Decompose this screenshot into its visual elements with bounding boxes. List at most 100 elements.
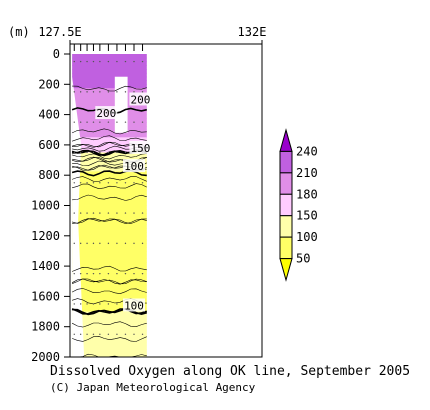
sample-point xyxy=(116,91,118,93)
sample-point xyxy=(124,242,127,245)
station-ticks xyxy=(73,44,144,335)
sample-point xyxy=(79,151,82,154)
legend-swatch xyxy=(279,150,293,174)
sample-point xyxy=(116,121,118,123)
section-band xyxy=(72,307,147,313)
section-band xyxy=(72,334,147,339)
sample-point xyxy=(86,242,88,245)
contour-line xyxy=(72,194,147,201)
section-band xyxy=(72,292,147,297)
sample-point xyxy=(79,91,82,93)
y-tick-label: 200 xyxy=(38,77,60,91)
sample-point xyxy=(86,182,88,184)
section-band xyxy=(72,201,147,206)
sample-point xyxy=(99,151,101,154)
contour-label-bg xyxy=(123,159,145,173)
section-band xyxy=(72,95,147,100)
section-band xyxy=(72,247,147,252)
y-tick-label: 1000 xyxy=(31,199,60,213)
sample-point xyxy=(133,272,135,275)
sample-point xyxy=(124,212,127,214)
sample-point xyxy=(73,333,75,335)
legend-swatch xyxy=(279,172,293,195)
sample-point xyxy=(86,212,88,214)
sample-point xyxy=(73,212,75,214)
legend-swatch xyxy=(279,236,293,260)
sample-point xyxy=(92,151,95,154)
section-band xyxy=(72,266,147,271)
sample-point xyxy=(124,60,127,63)
section-band xyxy=(72,254,147,260)
section-band xyxy=(72,80,147,85)
y-tick-label: 600 xyxy=(38,138,60,152)
y-axis: 0 200 400 600 800 1000 1200 1400 1600 1800 2000 xyxy=(31,40,263,364)
section-band xyxy=(72,65,147,70)
y-tick-label: 800 xyxy=(38,168,60,182)
section-band xyxy=(72,156,147,161)
sample-point xyxy=(133,333,135,335)
section-band xyxy=(72,163,147,169)
sample-point xyxy=(92,333,95,335)
section-band xyxy=(72,330,147,335)
contour-label: 200 xyxy=(130,93,150,106)
contour-line xyxy=(71,335,147,342)
sample-point xyxy=(92,212,95,214)
contour-label: 150 xyxy=(130,142,150,155)
sample-point xyxy=(79,333,82,335)
sample-point xyxy=(107,151,110,154)
sample-point xyxy=(107,91,110,93)
section-band xyxy=(72,84,147,89)
contour-line xyxy=(71,288,147,295)
contour-line xyxy=(71,278,147,285)
sample-point xyxy=(86,91,88,93)
sample-point xyxy=(99,303,101,305)
x-axis-left-label: 127.5E xyxy=(38,25,81,39)
sample-point xyxy=(99,60,101,63)
sample-point xyxy=(107,182,110,184)
contour-line xyxy=(72,153,147,160)
sample-point xyxy=(116,182,118,184)
section-band xyxy=(72,122,147,127)
y-tick-label: 1600 xyxy=(31,289,60,303)
sample-point xyxy=(86,272,88,275)
legend-swatch xyxy=(279,215,293,238)
sample-point xyxy=(73,60,75,63)
sample-point xyxy=(107,212,110,214)
sample-point xyxy=(141,121,144,123)
contour-line xyxy=(72,218,147,224)
contour-line xyxy=(72,217,147,224)
sample-point xyxy=(86,333,88,335)
sample-point xyxy=(107,60,110,63)
section-band xyxy=(72,281,147,286)
sample-point xyxy=(116,303,118,305)
sample-point xyxy=(133,242,135,245)
sample-point xyxy=(79,60,82,63)
sample-point xyxy=(116,242,118,245)
sample-point xyxy=(124,182,127,184)
sample-point xyxy=(86,121,88,123)
section-band xyxy=(72,209,147,214)
sample-point xyxy=(92,272,95,275)
sample-point xyxy=(79,121,82,123)
section-band xyxy=(72,224,147,229)
sample-point xyxy=(92,91,95,93)
section-band xyxy=(72,91,147,97)
sample-point xyxy=(141,182,144,184)
section-band xyxy=(72,300,147,305)
contour-line xyxy=(71,176,147,182)
sample-point xyxy=(92,242,95,245)
section-band xyxy=(72,341,147,347)
contour-label-bg xyxy=(129,140,152,154)
section-band xyxy=(72,76,147,82)
section-band xyxy=(72,88,147,93)
section-band xyxy=(72,178,147,184)
legend-label: 100 xyxy=(296,230,318,244)
section-band xyxy=(72,118,147,123)
sample-point xyxy=(73,151,75,154)
section-band xyxy=(72,273,147,278)
sample-point xyxy=(99,272,101,275)
sample-point xyxy=(124,272,127,275)
contour-label-bg xyxy=(129,92,152,106)
section-band xyxy=(72,69,147,74)
